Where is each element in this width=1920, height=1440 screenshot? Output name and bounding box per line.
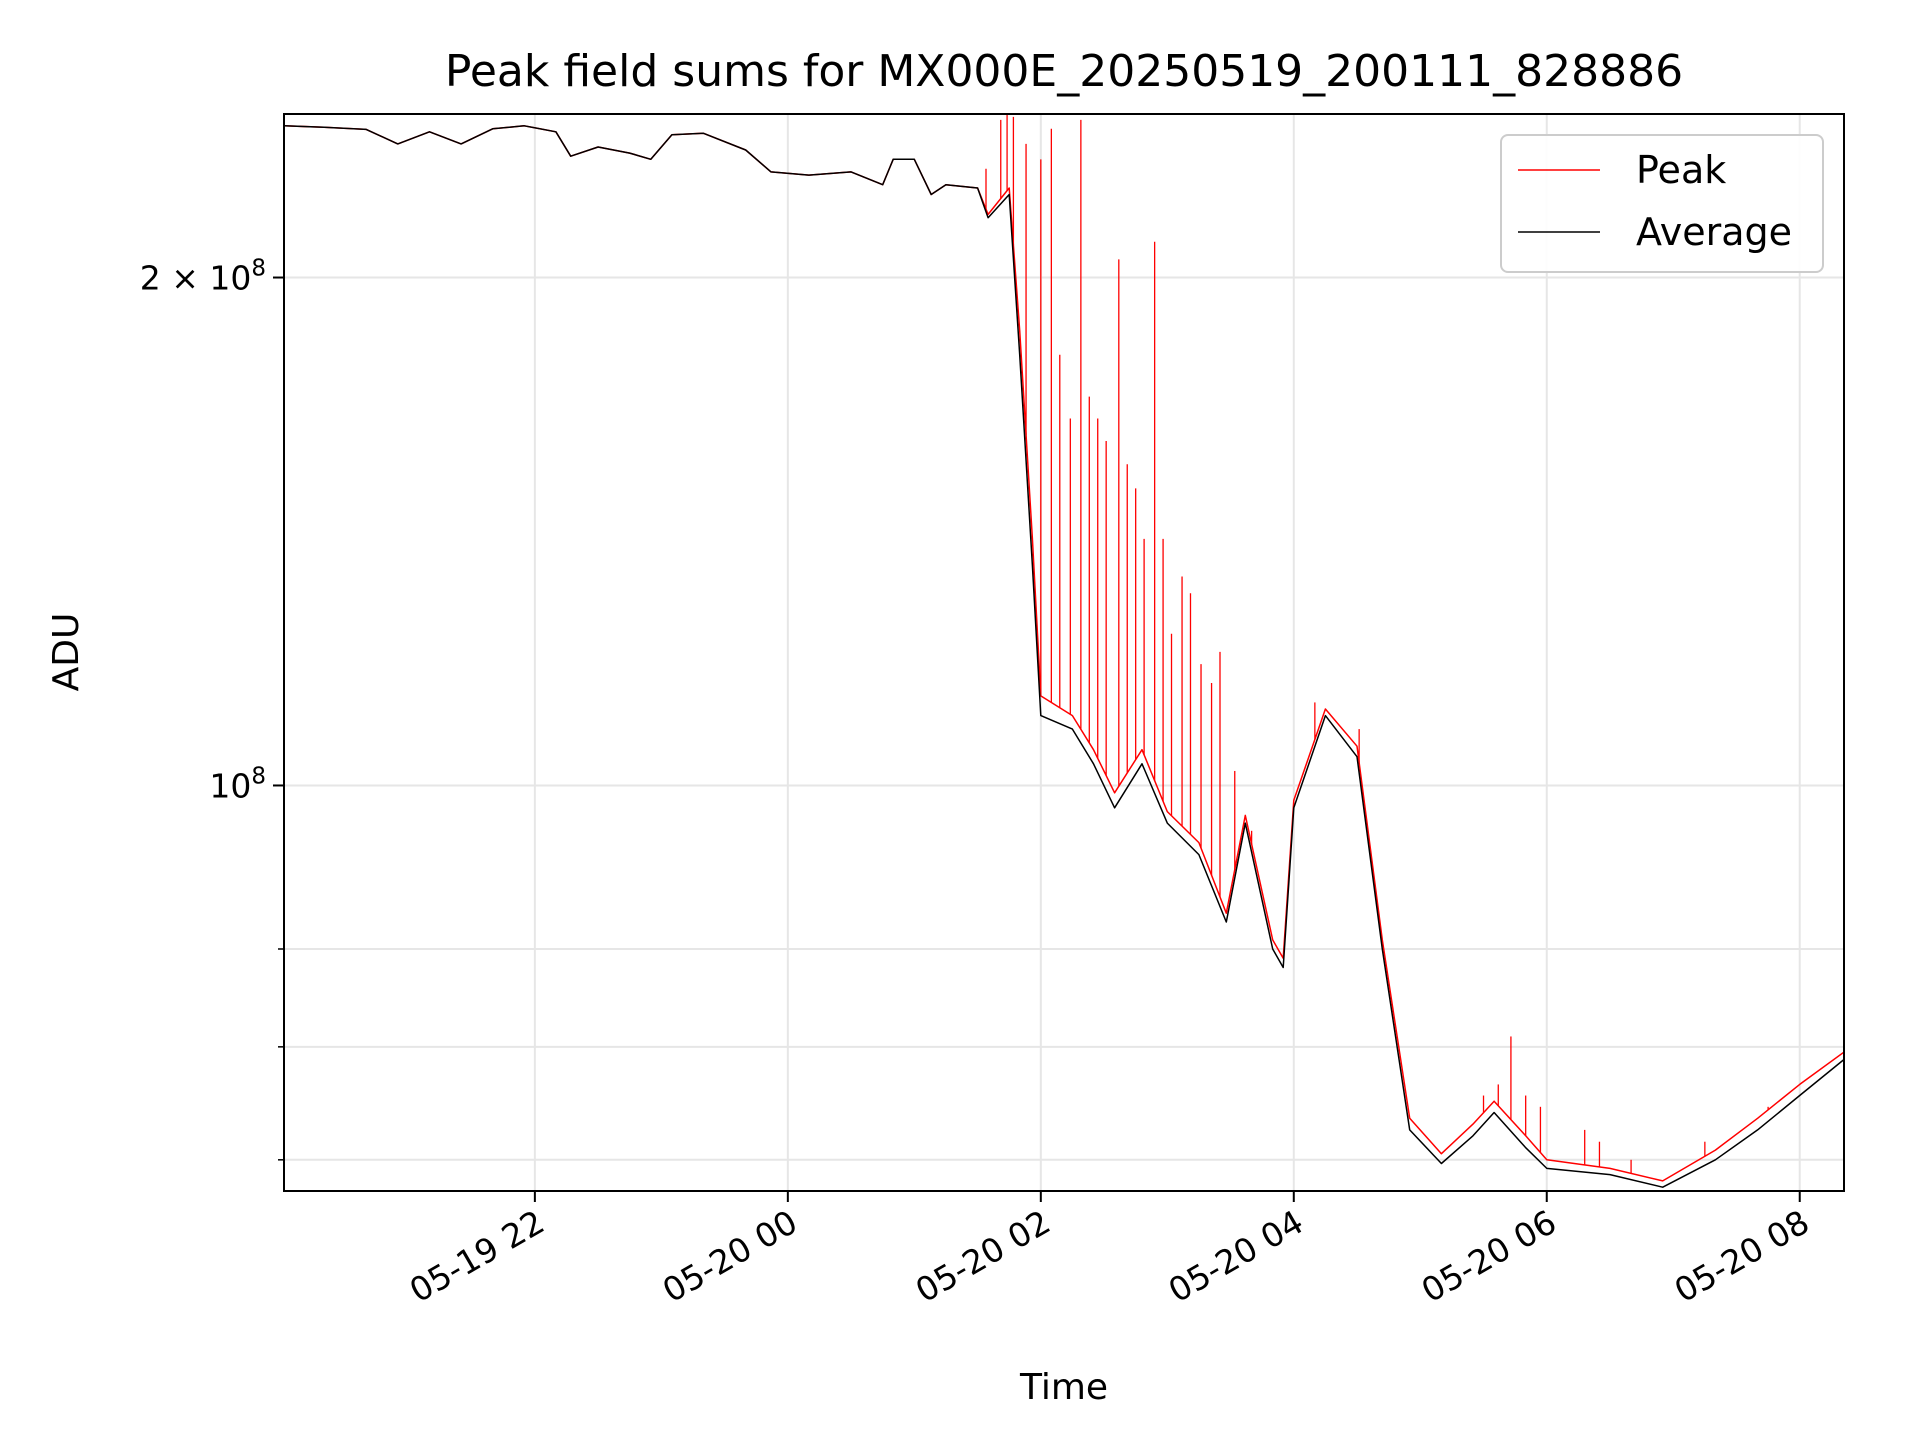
y-tick-label: 108 [209,763,266,805]
legend-average-label: Average [1636,210,1792,254]
plot-frame [283,113,1845,1192]
y-axis-label: ADU [46,613,87,692]
y-tick-label: 2 × 108 [140,256,266,298]
legend-peak-label: Peak [1636,148,1726,192]
series-line-average [284,125,1844,1188]
series-layer [284,114,1844,1188]
legend: Peak Average [1500,134,1824,273]
chart-title: Peak field sums for MX000E_20250519_2001… [445,46,1683,97]
x-axis-label: Time [1019,1367,1108,1408]
